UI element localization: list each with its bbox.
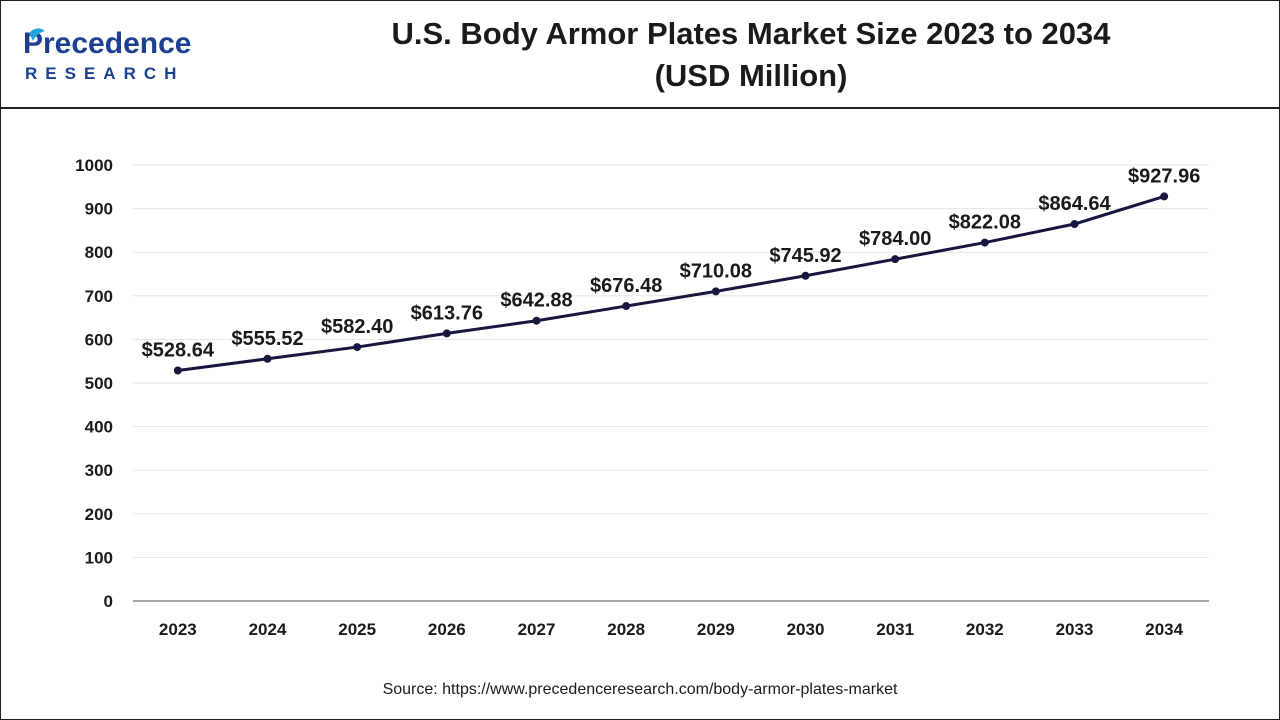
data-label: $676.48 (590, 275, 662, 297)
logo-text-sub: RESEARCH (25, 64, 184, 83)
x-tick-label: 2027 (518, 620, 556, 639)
precedence-research-logo: Precedence RESEARCH (23, 27, 191, 83)
data-label: $822.08 (949, 212, 1021, 234)
x-tick-label: 2030 (787, 620, 825, 639)
data-label: $784.00 (859, 228, 931, 250)
data-point (1160, 192, 1169, 201)
data-point (711, 287, 720, 296)
data-label: $555.52 (231, 328, 303, 350)
y-tick-label: 0 (104, 592, 113, 611)
data-label: $642.88 (500, 290, 572, 312)
line-chart: 0 100 200 300 400 500 600 700 800 900 1000 2023 2024… (75, 156, 1209, 639)
x-tick-label: 2034 (1145, 620, 1183, 639)
data-point (173, 366, 182, 375)
x-tick-label: 2025 (338, 620, 376, 639)
series-line (177, 194, 1165, 373)
y-tick-label: 700 (85, 287, 113, 306)
data-label: $582.40 (321, 316, 393, 338)
data-point (532, 316, 541, 325)
data-label: $528.64 (142, 340, 215, 362)
y-tick-label: 900 (85, 200, 113, 219)
y-tick-label: 200 (85, 505, 113, 524)
chart-title: U.S. Body Armor Plates Market Size 2023 … (391, 16, 1111, 51)
data-point (801, 271, 810, 280)
data-label: $864.64 (1038, 193, 1111, 215)
data-point (442, 329, 451, 338)
y-tick-label: 400 (85, 418, 113, 437)
x-tick-label: 2023 (159, 620, 197, 639)
x-tick-label: 2033 (1056, 620, 1094, 639)
y-tick-label: 800 (85, 243, 113, 262)
y-tick-label: 1000 (75, 156, 113, 175)
y-tick-label: 100 (85, 548, 113, 567)
x-tick-label: 2026 (428, 620, 466, 639)
header: Precedence RESEARCH U.S. Body Armor Plat… (1, 1, 1279, 109)
chart-subtitle: (USD Million) (654, 58, 848, 93)
y-tick-label: 600 (85, 330, 113, 349)
data-point (353, 343, 362, 352)
data-point (622, 302, 631, 311)
x-tick-label: 2032 (966, 620, 1004, 639)
data-label: $710.08 (680, 260, 752, 282)
data-point (263, 354, 272, 363)
data-point (1070, 220, 1079, 229)
y-tick-label: 300 (85, 461, 113, 480)
x-tick-label: 2029 (697, 620, 735, 639)
x-tick-label: 2031 (876, 620, 914, 639)
data-label: $745.92 (769, 245, 841, 267)
x-tick-label: 2028 (607, 620, 645, 639)
logo-leaf-icon (29, 28, 45, 41)
data-label: $613.76 (411, 302, 483, 324)
logo-text-main: Precedence (23, 27, 191, 60)
data-point (891, 255, 900, 264)
data-label: $927.96 (1128, 165, 1200, 187)
x-tick-label: 2024 (249, 620, 287, 639)
y-tick-label: 500 (85, 374, 113, 393)
source-note: Source: https://www.precedenceresearch.c… (382, 681, 898, 698)
data-point (980, 238, 989, 247)
